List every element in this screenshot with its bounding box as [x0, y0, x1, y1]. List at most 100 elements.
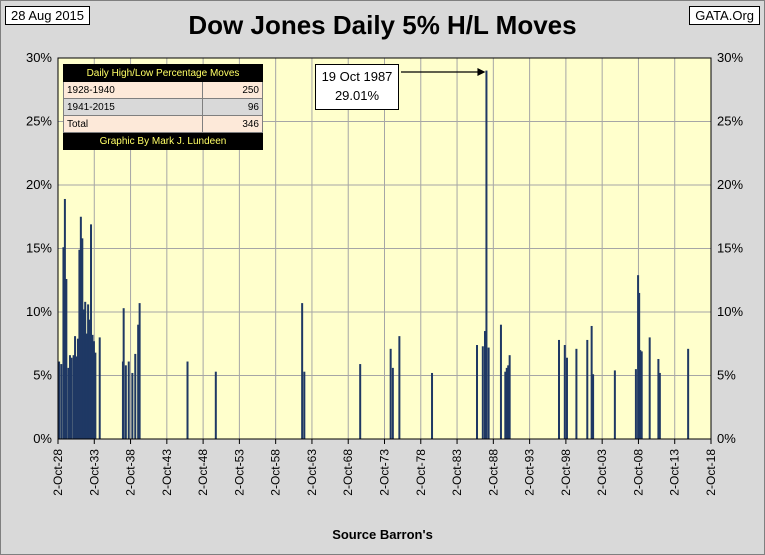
data-bar [127, 361, 130, 439]
data-bar [481, 346, 484, 439]
x-tick-label: 2-Oct-38 [124, 449, 138, 496]
annotation-date: 19 Oct 1987 [321, 69, 393, 84]
y-tick-label-right: 5% [717, 368, 736, 383]
legend-period: 1928-1940 [63, 81, 203, 99]
annotation-box: 19 Oct 1987 29.01% [315, 64, 399, 110]
data-bars [58, 70, 690, 439]
data-bar [67, 367, 70, 439]
y-tick-label-left: 5% [33, 368, 52, 383]
legend-count: 96 [201, 98, 264, 116]
annotation-value: 29.01% [334, 88, 380, 103]
data-bar [122, 308, 125, 439]
legend-period: Total [63, 115, 203, 133]
data-bar [124, 365, 127, 439]
legend-row: 1928-1940 250 [63, 81, 264, 99]
y-tick-label-left: 10% [26, 304, 52, 319]
legend-row: Total 346 [63, 115, 264, 133]
data-bar [592, 374, 595, 439]
x-tick-label: 2-Oct-68 [341, 449, 355, 496]
date-label: 28 Aug 2015 [5, 6, 91, 25]
y-tick-label-right: 25% [717, 114, 743, 129]
data-bar [639, 350, 642, 439]
data-bar [91, 334, 94, 439]
data-bar [81, 238, 84, 439]
legend-count: 250 [201, 81, 264, 99]
data-bar [504, 371, 507, 439]
data-bar [483, 331, 486, 439]
legend-credit: Graphic By Mark J. Lundeen [63, 132, 263, 150]
x-tick-label: 2-Oct-58 [269, 449, 283, 496]
x-tick-label: 2-Oct-98 [559, 449, 573, 496]
data-bar [72, 355, 75, 439]
data-bar [485, 70, 488, 439]
data-bar [303, 371, 306, 439]
data-bar [634, 369, 637, 439]
legend-footer-row: Graphic By Mark J. Lundeen [63, 132, 263, 150]
axes [57, 57, 712, 444]
y-tick-label-right: 20% [717, 177, 743, 192]
data-bar [137, 324, 140, 439]
data-bar [214, 371, 217, 439]
data-bar [58, 361, 61, 439]
y-tick-label-right: 10% [717, 304, 743, 319]
y-tick-label-right: 0% [717, 431, 736, 446]
x-tick-label: 2-Oct-78 [414, 449, 428, 496]
data-bar [637, 275, 640, 439]
data-bar [359, 364, 362, 439]
legend-count: 346 [201, 115, 264, 133]
data-bar [658, 372, 661, 439]
data-bar [638, 292, 641, 439]
legend-period: 1941-2015 [63, 98, 203, 116]
chart-title: Dow Jones Daily 5% H/L Moves [188, 10, 577, 40]
tick-labels: 0% 0% 5% 5% 10% 10% 15% 15% 20% 20% 25% 25% 30% 30% 2-… [26, 50, 743, 496]
data-bar [301, 303, 304, 439]
data-bar [94, 352, 97, 439]
data-bar [508, 355, 511, 439]
y-tick-label-left: 30% [26, 50, 52, 65]
legend-title: Daily High/Low Percentage Moves [63, 64, 263, 82]
x-tick-label: 2-Oct-88 [486, 449, 500, 496]
x-tick-label: 2-Oct-33 [87, 449, 101, 496]
data-bar [505, 367, 508, 439]
data-bar [563, 345, 566, 439]
x-tick-label: 2-Oct-08 [631, 449, 645, 496]
y-tick-label-left: 20% [26, 177, 52, 192]
data-bar [74, 336, 77, 439]
data-bar [431, 372, 434, 439]
data-bar [79, 216, 82, 439]
legend-header-row: Daily High/Low Percentage Moves [63, 64, 263, 82]
data-bar [134, 353, 137, 439]
data-bar [70, 357, 73, 439]
x-tick-label: 2-Oct-13 [668, 449, 682, 496]
x-tick-label: 2-Oct-83 [450, 449, 464, 496]
data-bar [88, 319, 91, 439]
data-bar [87, 304, 90, 439]
y-tick-label-right: 15% [717, 241, 743, 256]
x-tick-label: 2-Oct-53 [232, 449, 246, 496]
x-tick-label: 2-Oct-93 [523, 449, 537, 496]
data-bar [60, 364, 63, 439]
y-tick-label-right: 30% [717, 50, 743, 65]
data-bar [507, 365, 510, 439]
x-tick-label: 2-Oct-18 [704, 449, 718, 496]
data-bar [487, 347, 490, 439]
data-bar [613, 370, 616, 439]
data-bar [131, 372, 134, 439]
x-tick-label: 2-Oct-63 [305, 449, 319, 496]
legend-table: Daily High/Low Percentage Moves 1928-194… [63, 64, 264, 150]
data-bar [78, 249, 81, 439]
data-bar [98, 337, 101, 439]
x-tick-label: 2-Oct-73 [378, 449, 392, 496]
data-bar [75, 356, 78, 439]
data-bar [640, 351, 643, 439]
data-bar [657, 358, 660, 439]
data-bar [92, 341, 95, 439]
plot-border [57, 57, 712, 440]
annotation-arrowhead [477, 68, 486, 76]
site-label: GATA.Org [689, 6, 760, 25]
data-bar [85, 333, 88, 439]
y-tick-label-left: 15% [26, 241, 52, 256]
data-bar [389, 348, 392, 439]
data-bar [398, 336, 401, 439]
data-bar [648, 337, 651, 439]
